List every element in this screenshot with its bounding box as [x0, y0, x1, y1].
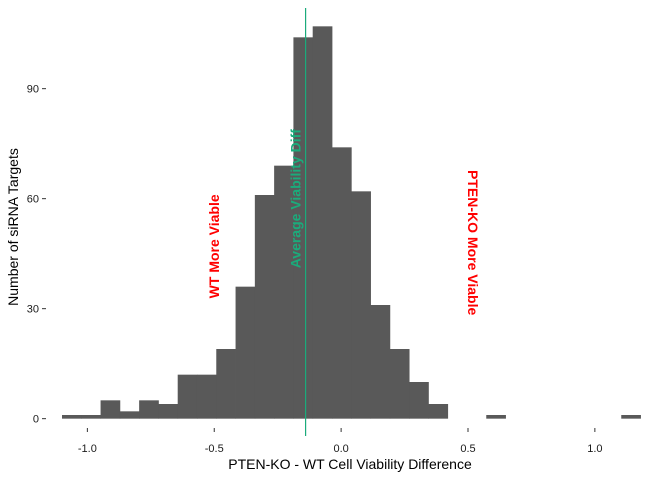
histogram-bar: [370, 305, 391, 419]
histogram-bar: [254, 195, 275, 419]
y-tick-label: 90: [27, 84, 39, 96]
x-tick-label: -1.0: [78, 443, 97, 455]
histogram-bar: [119, 411, 140, 419]
histogram-bar: [62, 415, 82, 419]
histogram-bar: [81, 415, 101, 419]
x-tick-label: 0.0: [333, 443, 348, 455]
y-tick-label: 60: [27, 194, 39, 206]
histogram-bar: [621, 415, 641, 419]
average-vline-label: Average Viability Diff: [288, 129, 304, 269]
y-tick-label: 0: [33, 414, 39, 426]
histogram-bar: [351, 191, 371, 419]
x-tick-label: 0.5: [460, 443, 475, 455]
histogram-bar: [139, 400, 159, 419]
histogram-bars: [62, 26, 641, 419]
histogram-bar: [409, 382, 429, 419]
histogram-bar: [293, 37, 314, 419]
histogram-bar: [100, 400, 121, 419]
histogram-bar: [235, 286, 256, 419]
y-axis: 0 30 60 90: [27, 84, 46, 426]
annotation-wt-more-viable: WT More Viable: [206, 194, 222, 298]
y-axis-title: Number of siRNA Targets: [5, 148, 21, 306]
histogram-bar: [486, 415, 506, 419]
histogram-bar: [216, 349, 236, 419]
x-tick-label: 1.0: [587, 443, 602, 455]
annotation-ptenko-more-viable: PTEN-KO More Viable: [465, 170, 481, 315]
histogram-bar: [331, 147, 352, 419]
y-tick-label: 30: [27, 304, 39, 316]
x-axis-title: PTEN-KO - WT Cell Viability Difference: [228, 456, 472, 472]
histogram-bar: [177, 374, 198, 419]
histogram-bar: [312, 26, 333, 419]
histogram-bar: [389, 349, 410, 419]
x-axis: -1.0 -0.5 0.0 0.5 1.0: [78, 428, 603, 455]
x-tick-label: -0.5: [205, 443, 224, 455]
histogram-bar: [196, 374, 217, 419]
histogram-bar: [274, 165, 294, 419]
histogram-bar: [428, 404, 449, 419]
histogram-bar: [158, 404, 179, 419]
